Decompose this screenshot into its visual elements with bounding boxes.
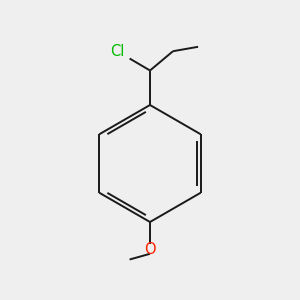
Text: O: O — [144, 242, 156, 256]
Text: Cl: Cl — [110, 44, 125, 59]
